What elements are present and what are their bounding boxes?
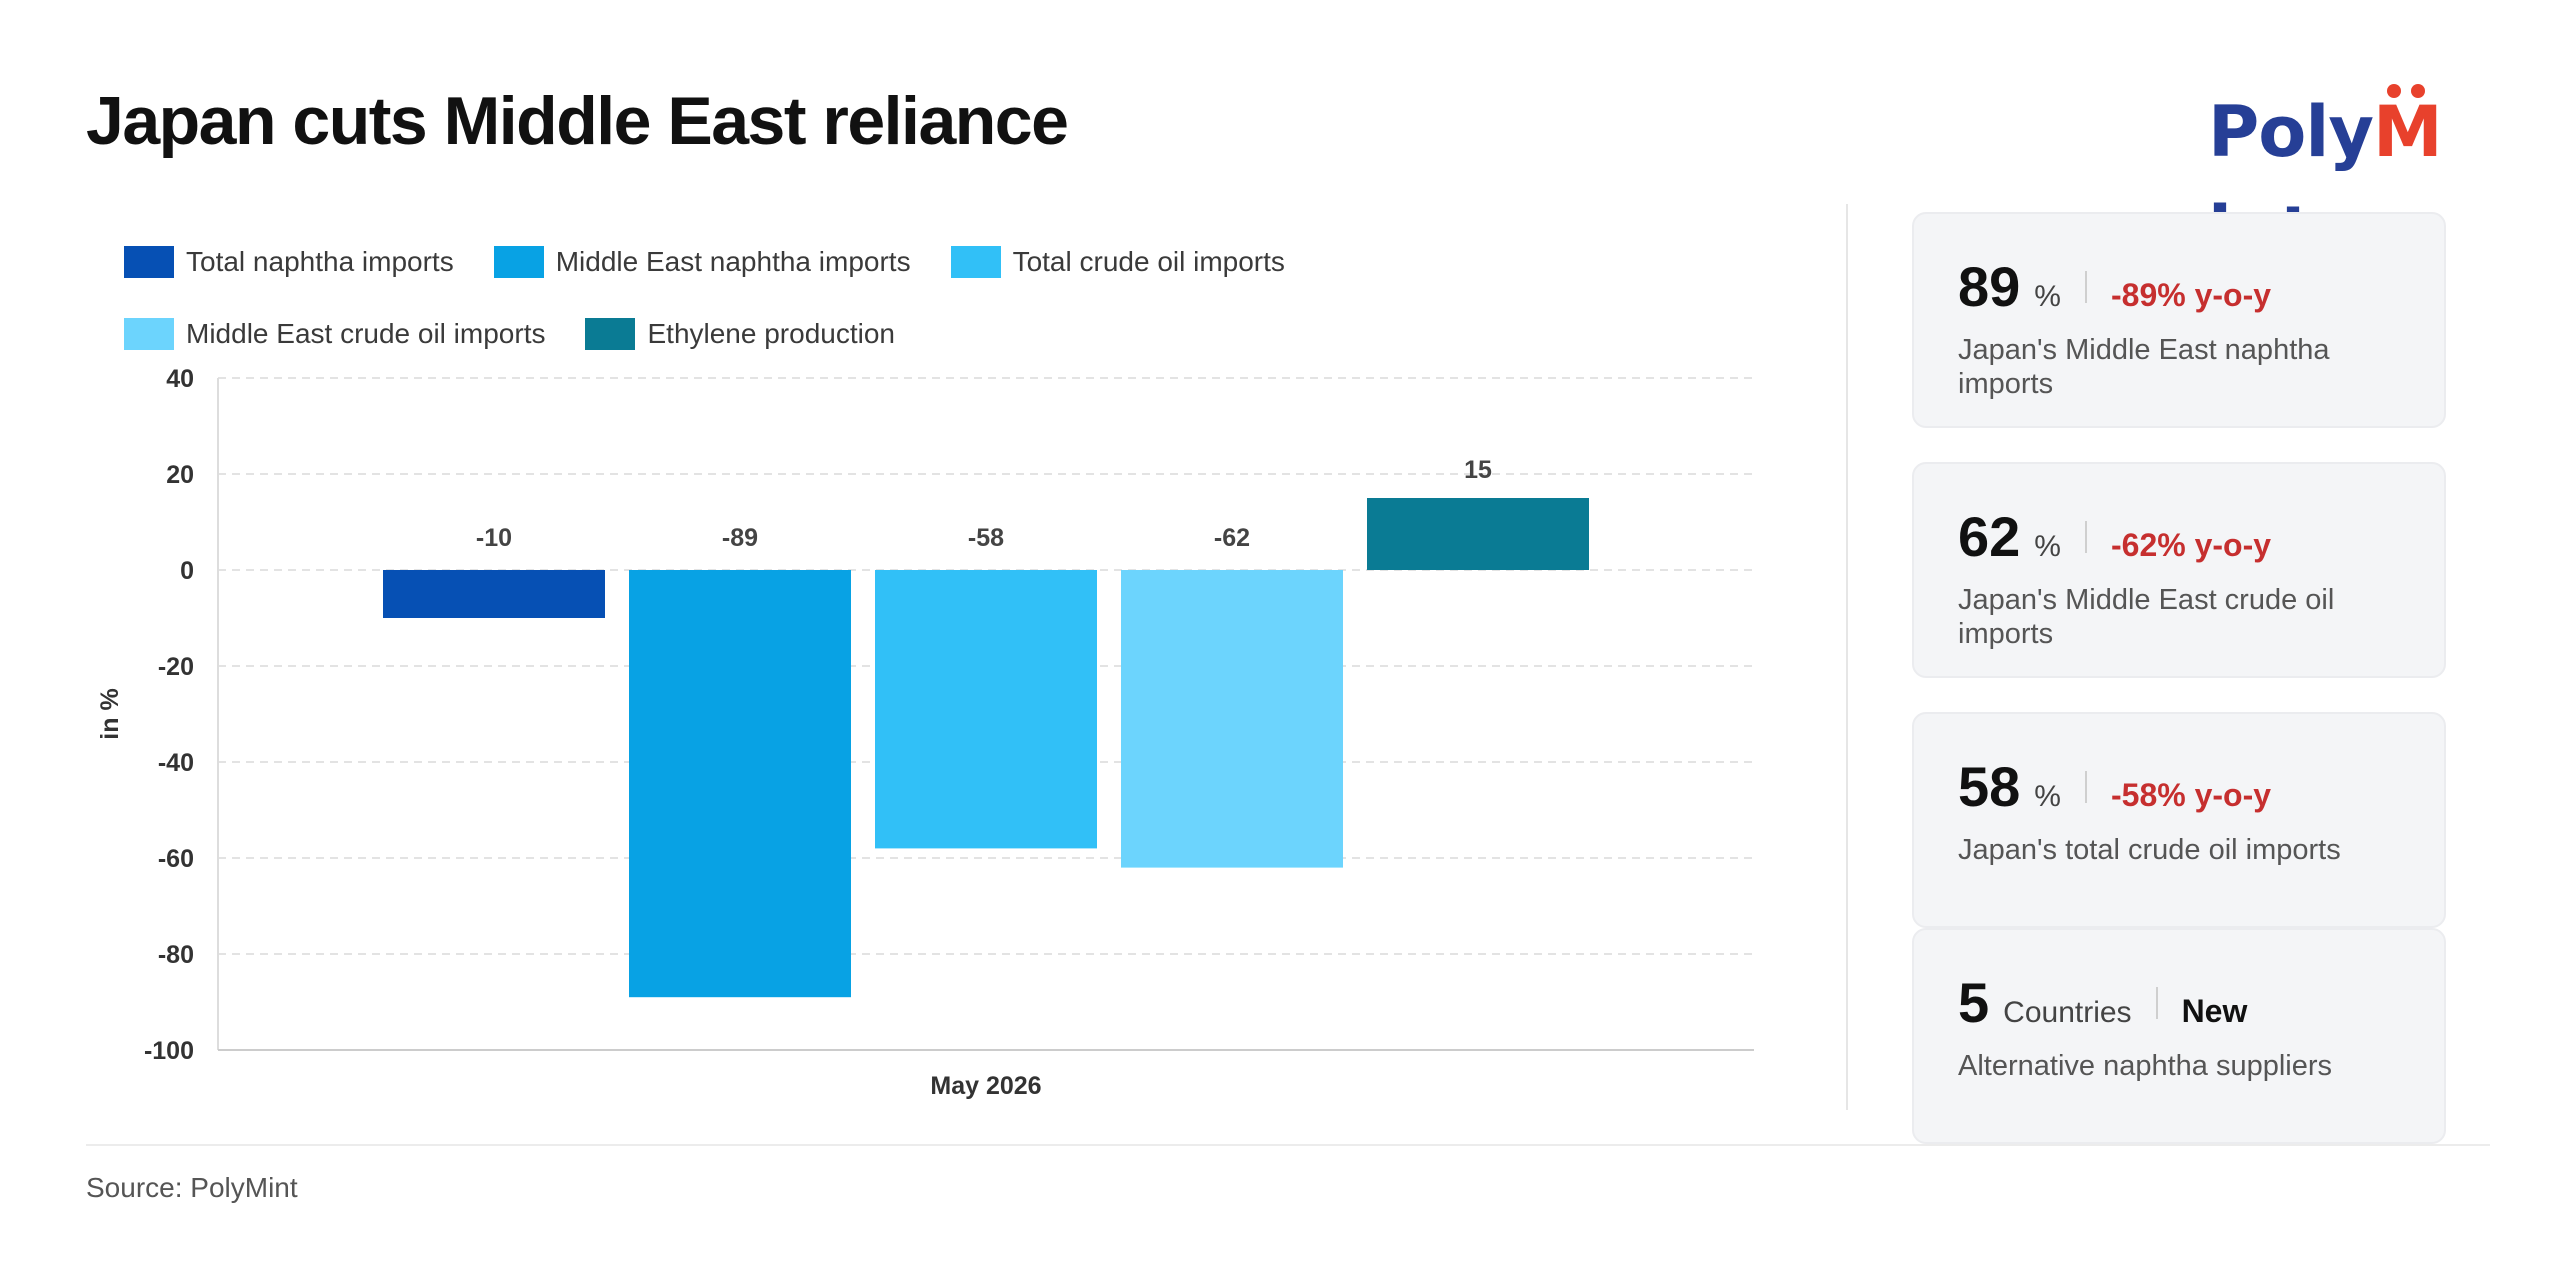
footer-divider	[86, 1144, 2490, 1146]
stat-separator	[2084, 270, 2087, 303]
stat-description: Alternative naphtha suppliers	[1958, 1050, 2333, 1082]
stat-card: 62% -62% y-o-y Japan's Middle East crude …	[1912, 462, 2446, 678]
stat-unit: Countries	[2003, 996, 2132, 1029]
stat-change: New	[2181, 993, 2248, 1029]
stat-value: 89	[1958, 255, 2021, 318]
x-tick-label: May 2026	[930, 1072, 1041, 1100]
logo-text-left: Poly	[2208, 91, 2374, 173]
y-tick-label: -100	[144, 1037, 194, 1065]
stat-separator	[2084, 520, 2087, 553]
stat-card: 5 Countries New Alternative naphtha suppli…	[1912, 928, 2446, 1144]
y-tick-label: 0	[180, 557, 194, 585]
stat-change: -62% y-o-y	[2110, 527, 2272, 563]
y-tick-label: -60	[158, 845, 194, 873]
stat-change: -58% y-o-y	[2110, 777, 2272, 813]
stat-card: 89% -89% y-o-y Japan's Middle East naphth…	[1912, 212, 2446, 428]
bar-chart: 40 20 0 -20 -40 -60 -80 -100 in % -10 -89 -58 -62 15 M…	[96, 365, 1754, 1100]
stat-description: Japan's total crude oil imports	[1958, 834, 2341, 866]
stat-unit: %	[2034, 780, 2061, 813]
data-label: -89	[722, 524, 758, 552]
stat-description: Japan's Middle East naphtha imports	[1958, 334, 2330, 400]
bar	[629, 570, 851, 998]
bar	[875, 570, 1097, 849]
stat-change: -89% y-o-y	[2110, 277, 2272, 313]
stat-value: 58	[1958, 755, 2021, 818]
chart-legend: Total naphtha imports Middle East naphth…	[124, 246, 1384, 350]
y-tick-label: -40	[158, 749, 194, 777]
logo-accent-letter: M	[2373, 82, 2443, 182]
data-label: -58	[968, 524, 1004, 552]
stat-unit: %	[2034, 530, 2061, 563]
legend-swatch	[585, 318, 636, 350]
legend-swatch	[124, 318, 174, 350]
bar	[1121, 570, 1343, 868]
stat-description: Japan's Middle East crude oil imports	[1958, 584, 2335, 650]
y-axis-label: in %	[96, 688, 124, 739]
stat-value: 62	[1958, 505, 2021, 568]
legend-label: Ethylene production	[647, 318, 895, 349]
data-label: -62	[1214, 524, 1250, 552]
stat-separator	[2155, 986, 2158, 1019]
legend-label: Middle East naphtha imports	[555, 246, 911, 277]
legend-item: Ethylene production	[585, 318, 895, 350]
polymint-logo: PolyMint	[2208, 82, 2490, 273]
legend-swatch	[493, 246, 544, 278]
source-note: Source: PolyMint	[86, 1172, 298, 1203]
y-tick-label: -20	[158, 653, 194, 681]
stat-card: 58% -58% y-o-y Japan's total crude oil im…	[1912, 712, 2446, 928]
data-label: 15	[1464, 456, 1492, 484]
data-label: -10	[476, 524, 512, 552]
bar	[383, 570, 605, 618]
legend-swatch	[124, 246, 174, 278]
stat-separator	[2084, 770, 2087, 803]
legend-item: Total crude oil imports	[950, 246, 1285, 278]
legend-item: Middle East naphtha imports	[493, 246, 911, 278]
vertical-divider	[1846, 204, 1848, 1110]
y-tick-label: 40	[166, 365, 194, 393]
legend-label: Total crude oil imports	[1012, 246, 1285, 277]
legend-label: Total naphtha imports	[186, 246, 454, 277]
legend-item: Middle East crude oil imports	[124, 318, 545, 350]
y-tick-label: 20	[166, 461, 194, 489]
legend-item: Total naphtha imports	[124, 246, 454, 278]
stat-value: 5	[1958, 971, 1990, 1034]
stat-unit: %	[2034, 280, 2061, 313]
page-title: Japan cuts Middle East reliance	[86, 83, 1069, 159]
legend-label: Middle East crude oil imports	[186, 318, 546, 349]
bar	[1367, 498, 1589, 570]
y-tick-label: -80	[158, 941, 194, 969]
legend-swatch	[950, 246, 1001, 278]
